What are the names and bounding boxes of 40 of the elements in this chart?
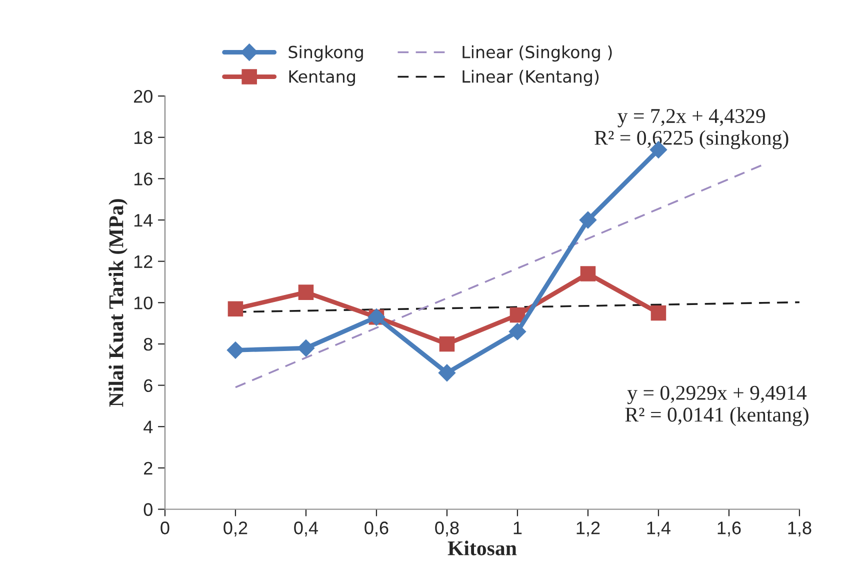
point (439, 336, 455, 352)
x-tick-label: 0,6 (364, 522, 388, 536)
point (508, 323, 526, 340)
y-tick-label: 10 (134, 296, 152, 310)
legend-label: Linear (Singkong ) (462, 45, 612, 62)
x-tick-label: 0,8 (435, 522, 459, 536)
y-tick-label: 8 (144, 338, 152, 351)
legend-label: Linear (Kentang) (462, 70, 599, 86)
x-tick-label: 1,6 (718, 522, 741, 536)
point (580, 266, 596, 282)
x-tick-label: 1,4 (647, 522, 670, 536)
point (438, 364, 456, 382)
y-tick-label: 4 (144, 420, 153, 434)
x-tick-label: 1,8 (788, 522, 812, 536)
legend-label: Singkong (288, 45, 363, 62)
legend-label: Kentang (289, 70, 355, 86)
point (579, 211, 597, 229)
point (297, 340, 315, 357)
x-tick-label: 0,2 (224, 522, 248, 536)
annotation: y = 7,2x + 4,4329 R² = 0,6225 (singkong) (594, 109, 788, 150)
point (226, 342, 244, 359)
y-tick-label: 2 (144, 462, 152, 474)
x-tick-label: 1,2 (576, 522, 600, 536)
y-tick-label: 6 (144, 379, 152, 392)
x-tick-label: 1 (514, 522, 522, 534)
point (298, 284, 314, 300)
point (650, 305, 666, 321)
x-tick-label: 0,4 (294, 522, 318, 536)
point (510, 307, 526, 323)
y-tick-label: 18 (134, 131, 152, 144)
x-axis-title: Kitosan (448, 540, 517, 556)
y-tick-label: 16 (134, 172, 152, 186)
y-axis-title: Nilai Kuat Tarik (MPa) (108, 199, 128, 407)
x-tick-label: 0 (160, 522, 170, 534)
y-tick-label: 20 (134, 90, 152, 103)
annotation: y = 0,2929x + 9,4914 R² = 0,0141 (kentang) (625, 386, 808, 426)
y-tick-label: 14 (134, 214, 153, 227)
point (228, 301, 244, 316)
y-tick-label: 0 (144, 503, 152, 516)
y-tick-label: 12 (134, 255, 152, 268)
